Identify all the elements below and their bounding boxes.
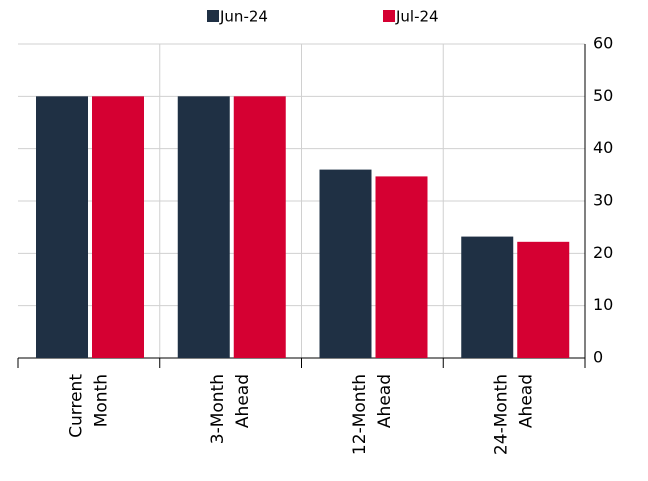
x-tick-label-line: Current — [66, 374, 86, 438]
bar — [233, 96, 286, 358]
x-tick-label-line: Month — [91, 374, 111, 427]
y-tick-label: 60 — [593, 34, 613, 53]
y-tick-label: 30 — [593, 191, 613, 210]
bar — [177, 96, 230, 358]
y-tick-label: 10 — [593, 295, 613, 314]
x-tick-label-line: Ahead — [233, 374, 253, 428]
bar — [92, 96, 144, 358]
y-tick-label: 50 — [593, 86, 613, 105]
y-tick-label: 0 — [593, 348, 603, 367]
y-tick-label: 40 — [593, 138, 613, 157]
bar — [36, 96, 88, 358]
legend-swatch — [383, 10, 395, 22]
x-tick-label: Current Month — [66, 374, 111, 438]
x-tick-label-line: Ahead — [375, 374, 395, 428]
y-tick-label: 20 — [593, 243, 613, 262]
bar — [375, 176, 428, 358]
x-tick-label-line: Ahead — [517, 374, 537, 428]
x-tick-label: 3-Month Ahead — [208, 374, 253, 444]
x-tick-label: 12-Month Ahead — [350, 374, 395, 455]
bar — [319, 169, 372, 358]
x-tick-label: 24-Month Ahead — [492, 374, 537, 455]
x-tick-label-line: 24-Month — [492, 374, 512, 455]
x-tick-label-line: 12-Month — [350, 374, 370, 455]
legend-label: Jun-24 — [219, 8, 268, 26]
legend-swatch — [207, 10, 219, 22]
bar — [461, 236, 514, 358]
bar — [517, 241, 570, 358]
x-tick-label-line: 3-Month — [208, 374, 228, 444]
legend-label: Jul-24 — [395, 8, 439, 26]
